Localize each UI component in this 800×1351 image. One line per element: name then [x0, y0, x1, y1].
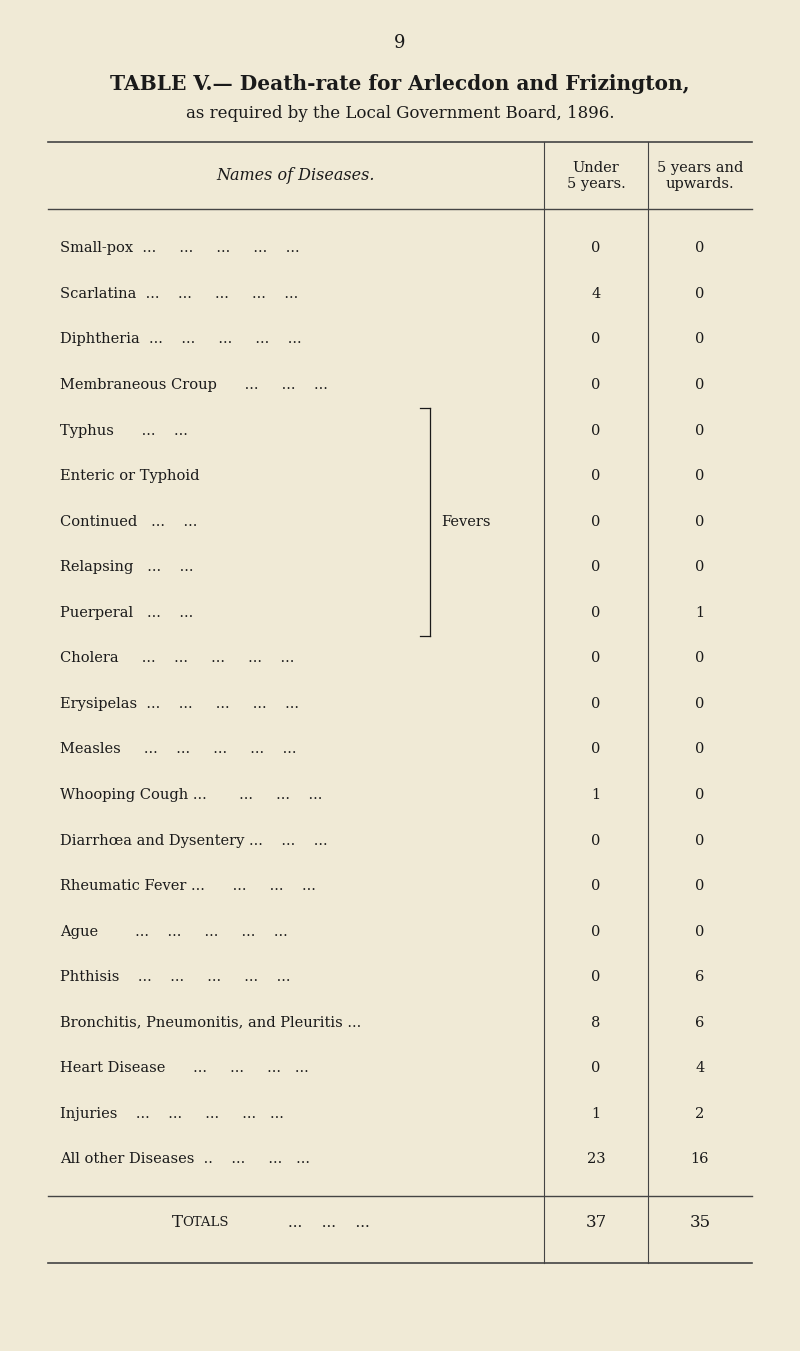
Text: 9: 9 [394, 34, 406, 51]
Text: OTALS: OTALS [182, 1216, 229, 1229]
Text: Heart Disease      ...     ...     ...   ...: Heart Disease ... ... ... ... [60, 1062, 309, 1075]
Text: 0: 0 [591, 924, 601, 939]
Text: T: T [172, 1215, 183, 1231]
Text: 37: 37 [586, 1215, 606, 1231]
Text: 23: 23 [586, 1152, 606, 1166]
Text: Fevers: Fevers [442, 515, 491, 528]
Text: Enteric or Typhoid: Enteric or Typhoid [60, 469, 199, 484]
Text: 0: 0 [695, 743, 705, 757]
Text: 0: 0 [591, 697, 601, 711]
Text: 0: 0 [695, 561, 705, 574]
Text: TABLE V.— Death-rate for Arlecdon and Frizington,: TABLE V.— Death-rate for Arlecdon and Fr… [110, 74, 690, 95]
Text: 6: 6 [695, 970, 705, 984]
Text: 6: 6 [695, 1016, 705, 1029]
Text: 0: 0 [695, 924, 705, 939]
Text: 8: 8 [591, 1016, 601, 1029]
Text: 0: 0 [591, 1062, 601, 1075]
Text: 16: 16 [690, 1152, 710, 1166]
Text: Continued   ...    ...: Continued ... ... [60, 515, 198, 528]
Text: 0: 0 [695, 469, 705, 484]
Text: Small-pox  ...     ...     ...     ...    ...: Small-pox ... ... ... ... ... [60, 242, 300, 255]
Text: 0: 0 [591, 469, 601, 484]
Text: 0: 0 [695, 697, 705, 711]
Text: 0: 0 [591, 242, 601, 255]
Text: Names of Diseases.: Names of Diseases. [217, 168, 375, 184]
Text: Relapsing   ...    ...: Relapsing ... ... [60, 561, 194, 574]
Text: 4: 4 [695, 1062, 705, 1075]
Text: 0: 0 [695, 332, 705, 346]
Text: 0: 0 [591, 378, 601, 392]
Text: 0: 0 [591, 970, 601, 984]
Text: 0: 0 [695, 788, 705, 802]
Text: 0: 0 [695, 242, 705, 255]
Text: Puerperal   ...    ...: Puerperal ... ... [60, 605, 194, 620]
Text: 0: 0 [695, 378, 705, 392]
Text: 35: 35 [690, 1215, 710, 1231]
Text: Whooping Cough ...       ...     ...    ...: Whooping Cough ... ... ... ... [60, 788, 322, 802]
Text: 1: 1 [591, 1106, 601, 1121]
Text: Typhus      ...    ...: Typhus ... ... [60, 424, 188, 438]
Text: as required by the Local Government Board, 1896.: as required by the Local Government Boar… [186, 105, 614, 123]
Text: Measles     ...    ...     ...     ...    ...: Measles ... ... ... ... ... [60, 743, 297, 757]
Text: Bronchitis, Pneumonitis, and Pleuritis ...: Bronchitis, Pneumonitis, and Pleuritis .… [60, 1016, 362, 1029]
Text: 0: 0 [591, 332, 601, 346]
Text: 5 years and
upwards.: 5 years and upwards. [657, 161, 743, 190]
Text: All other Diseases  ..    ...     ...   ...: All other Diseases .. ... ... ... [60, 1152, 310, 1166]
Text: 0: 0 [695, 651, 705, 665]
Text: 0: 0 [591, 424, 601, 438]
Text: 0: 0 [591, 651, 601, 665]
Text: Diphtheria  ...    ...     ...     ...    ...: Diphtheria ... ... ... ... ... [60, 332, 302, 346]
Text: 0: 0 [695, 515, 705, 528]
Text: Under
5 years.: Under 5 years. [566, 161, 626, 190]
Text: 0: 0 [591, 880, 601, 893]
Text: 0: 0 [695, 424, 705, 438]
Text: Rheumatic Fever ...      ...     ...    ...: Rheumatic Fever ... ... ... ... [60, 880, 316, 893]
Text: 0: 0 [591, 515, 601, 528]
Text: Scarlatina  ...    ...     ...     ...    ...: Scarlatina ... ... ... ... ... [60, 286, 298, 301]
Text: 0: 0 [695, 286, 705, 301]
Text: 1: 1 [695, 605, 705, 620]
Text: Cholera     ...    ...     ...     ...    ...: Cholera ... ... ... ... ... [60, 651, 294, 665]
Text: Diarrhœa and Dysentery ...    ...    ...: Diarrhœa and Dysentery ... ... ... [60, 834, 328, 847]
Text: 0: 0 [591, 605, 601, 620]
Text: Phthisis    ...    ...     ...     ...    ...: Phthisis ... ... ... ... ... [60, 970, 290, 984]
Text: Erysipelas  ...    ...     ...     ...    ...: Erysipelas ... ... ... ... ... [60, 697, 299, 711]
Text: 4: 4 [591, 286, 601, 301]
Text: 0: 0 [591, 561, 601, 574]
Text: Injuries    ...    ...     ...     ...   ...: Injuries ... ... ... ... ... [60, 1106, 284, 1121]
Text: Ague        ...    ...     ...     ...    ...: Ague ... ... ... ... ... [60, 924, 288, 939]
Text: 0: 0 [591, 743, 601, 757]
Text: 0: 0 [695, 834, 705, 847]
Text: 0: 0 [695, 880, 705, 893]
Text: 2: 2 [695, 1106, 705, 1121]
Text: Membraneous Croup      ...     ...    ...: Membraneous Croup ... ... ... [60, 378, 328, 392]
Text: 1: 1 [591, 788, 601, 802]
Text: ...    ...    ...: ... ... ... [288, 1216, 370, 1229]
Text: 0: 0 [591, 834, 601, 847]
